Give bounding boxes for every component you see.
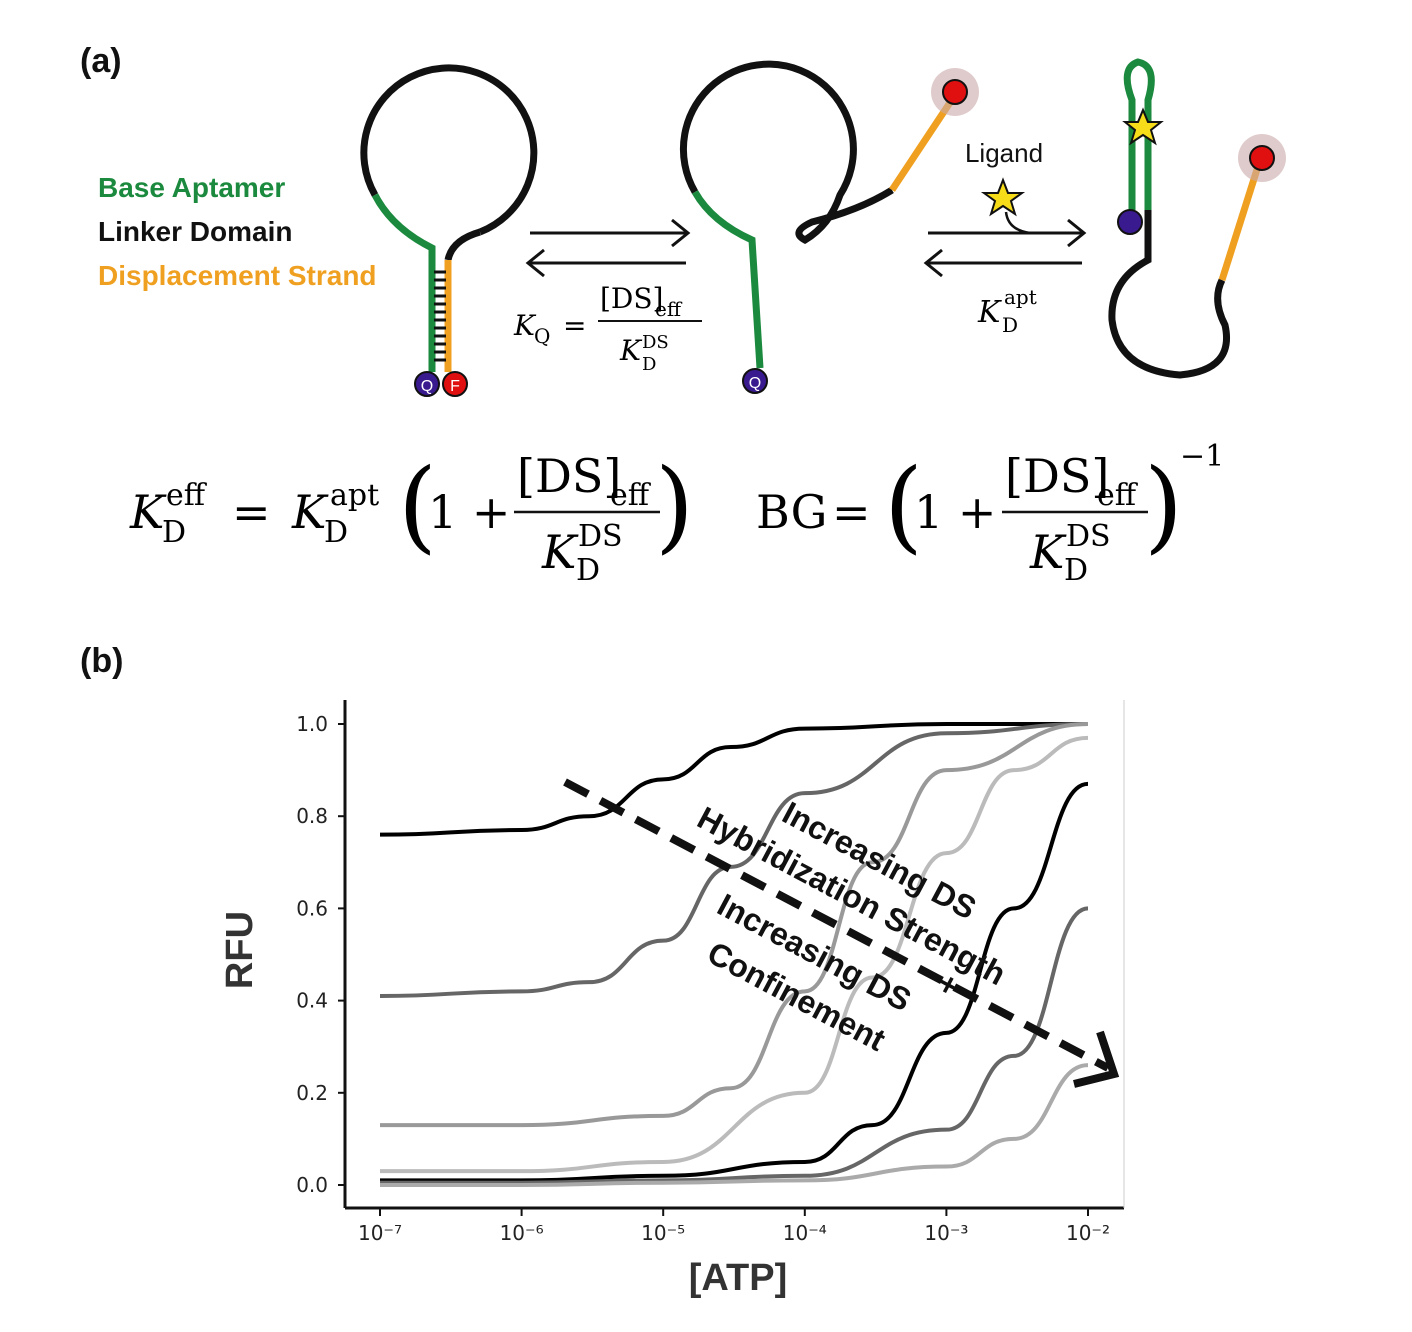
ligand-star-icon <box>980 177 1026 217</box>
series-line-4 <box>380 735 1089 1174</box>
svg-text:apt: apt <box>330 478 379 513</box>
quencher-icon <box>1117 209 1143 235</box>
trend-arrow-head <box>1073 1030 1120 1088</box>
panel-b-label: (b) <box>80 642 124 680</box>
series-line-7 <box>380 1063 1089 1188</box>
x-tick-label: 10⁻³ <box>924 1221 968 1245</box>
kq-equation: K Q = [DS] eff K D DS <box>513 282 702 375</box>
y-axis-label: RFU <box>219 911 261 989</box>
svg-text:eff: eff <box>166 478 208 513</box>
svg-text:D: D <box>1064 553 1088 588</box>
svg-text:=: = <box>832 485 871 539</box>
panel-a-label: (a) <box>80 42 122 80</box>
svg-text:DS: DS <box>642 332 669 353</box>
series-line-3 <box>379 722 1089 1128</box>
svg-text:[DS]: [DS] <box>517 449 621 503</box>
svg-text:DS: DS <box>1066 519 1111 554</box>
svg-text:D: D <box>642 354 656 375</box>
legend-linker-domain: Linker Domain <box>98 216 293 247</box>
svg-text:apt: apt <box>1004 285 1037 309</box>
x-tick-label: 10⁻² <box>1066 1221 1110 1245</box>
series-line-5 <box>379 781 1089 1183</box>
quencher-label: Q <box>421 378 433 395</box>
equilibrium-arrows-2 <box>923 218 1087 278</box>
y-tick-label: 0.8 <box>296 804 328 828</box>
series-line-2 <box>379 722 1089 998</box>
svg-text:K: K <box>291 485 329 539</box>
kd-eff-equation: K D eff = K D apt ( 1 + [DS] eff K D DS … <box>129 447 694 588</box>
svg-text:(: ( <box>884 447 923 564</box>
y-tick-label: 0.2 <box>296 1081 328 1105</box>
svg-text:eff: eff <box>1097 478 1139 513</box>
y-tick-label: 0.0 <box>296 1173 328 1197</box>
svg-text:D: D <box>1002 313 1018 337</box>
series-line-6 <box>380 906 1089 1185</box>
svg-text:1 +: 1 + <box>914 485 996 539</box>
svg-text:D: D <box>576 553 600 588</box>
y-tick-label: 0.6 <box>296 896 328 920</box>
svg-text:K: K <box>619 334 643 367</box>
svg-text:=: = <box>563 309 586 342</box>
svg-text:K: K <box>129 485 167 539</box>
svg-text:eff: eff <box>610 478 652 513</box>
svg-text:D: D <box>162 515 186 550</box>
svg-text:DS: DS <box>578 519 623 554</box>
quencher-label-2: Q <box>749 375 761 392</box>
x-tick-label: 10⁻⁶ <box>500 1221 544 1245</box>
ligand-star-icon <box>1122 107 1164 146</box>
x-tick-label: 10⁻⁵ <box>641 1221 685 1245</box>
fluorophore-label: F <box>450 378 460 395</box>
legend-base-aptamer: Base Aptamer <box>98 172 286 203</box>
series-line-1 <box>379 721 1088 837</box>
quencher-icon <box>742 368 768 394</box>
fluorophore-icon <box>442 371 468 397</box>
svg-text:=: = <box>232 485 271 539</box>
svg-text:K: K <box>513 309 537 342</box>
svg-text:D: D <box>324 515 348 550</box>
svg-text:Q: Q <box>534 324 550 348</box>
svg-text:(: ( <box>398 447 437 564</box>
kd-apt-label: K D apt <box>977 285 1037 337</box>
svg-text:eff: eff <box>655 297 683 321</box>
svg-text:): ) <box>655 447 694 564</box>
svg-text:[DS]: [DS] <box>1005 449 1109 503</box>
legend-displacement-strand: Displacement Strand <box>98 260 377 291</box>
hairpin-closed: Q F <box>360 64 538 397</box>
y-tick-label: 0.4 <box>296 989 328 1013</box>
aptamer-open: Q <box>679 60 979 394</box>
svg-text:K: K <box>541 525 579 579</box>
svg-text:[DS]: [DS] <box>600 282 663 315</box>
bg-equation: BG = ( 1 + [DS] eff K D DS ) −1 <box>756 439 1224 588</box>
x-tick-label: 10⁻⁴ <box>783 1221 827 1245</box>
equilibrium-arrows-1 <box>525 218 691 278</box>
svg-text:BG: BG <box>756 485 827 539</box>
svg-text:K: K <box>1029 525 1067 579</box>
svg-text:K: K <box>977 295 1002 330</box>
quencher-icon <box>414 371 440 397</box>
fluorophore-icon <box>942 79 968 105</box>
y-tick-label: 1.0 <box>296 712 328 736</box>
x-tick-label: 10⁻⁷ <box>358 1221 402 1245</box>
fluorophore-icon <box>1249 145 1275 171</box>
trend-arrow <box>563 778 1110 1072</box>
svg-text:−1: −1 <box>1180 439 1224 474</box>
rfu-chart: 0.0 0.2 0.4 0.6 0.8 1.0 10⁻⁷ 10⁻⁶ 10⁻⁵ 10⁻⁴ 10⁻³ 1… <box>219 700 1125 1299</box>
ligand-label: Ligand <box>965 138 1043 168</box>
svg-text:1 +: 1 + <box>428 485 510 539</box>
svg-text:): ) <box>1144 447 1183 564</box>
annotation-plus: + <box>932 964 965 1005</box>
aptamer-bound <box>1108 58 1286 379</box>
x-axis-label: [ATP] <box>689 1257 788 1299</box>
